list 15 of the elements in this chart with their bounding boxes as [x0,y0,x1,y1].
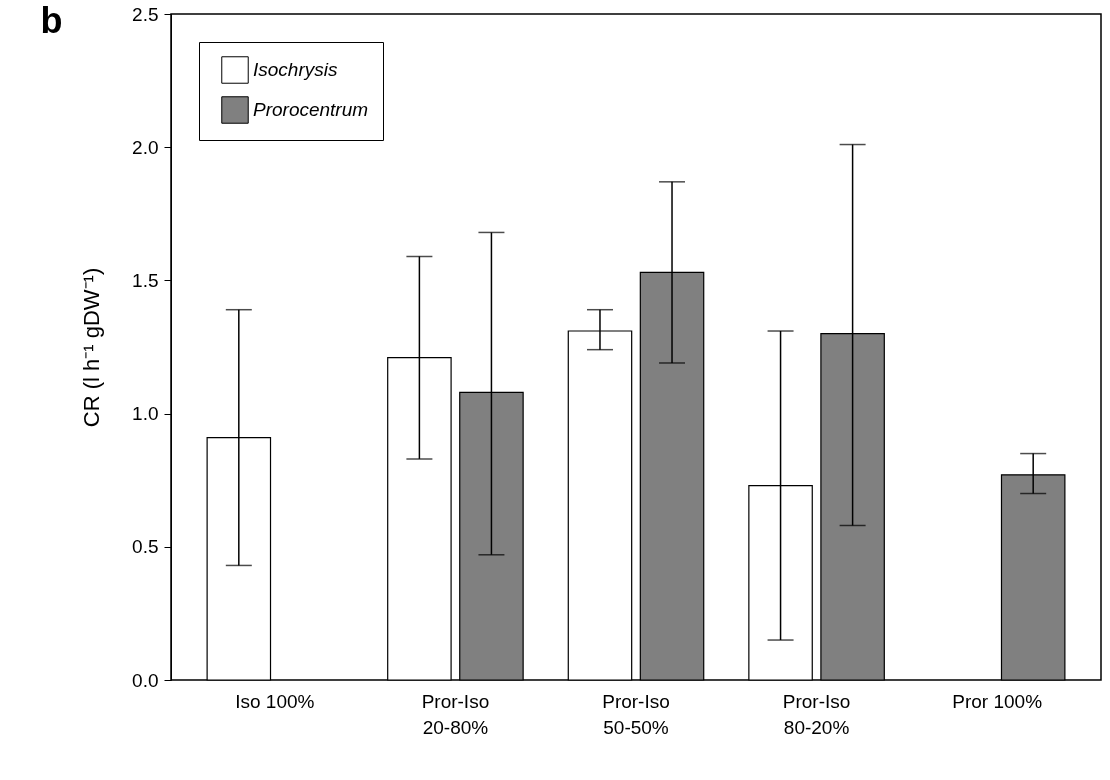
y-tick-label: 0.5 [132,536,159,558]
y-tick-label: 1.5 [132,269,159,291]
y-tick-label: 1.0 [132,403,159,425]
y-tick-label: 2.0 [132,136,159,158]
x-tick-label: Pror-Iso 20-80% [421,690,490,738]
legend-label: Isochrysis [253,59,338,80]
x-tick-label: Pror-Iso 80-20% [782,690,851,738]
y-tick-label: 2.5 [132,3,159,25]
x-tick-label: Pror 100% [952,690,1043,712]
x-tick-label: Pror-Iso 50-50% [602,690,670,738]
y-tick-label: 0.0 [132,669,159,691]
y-axis-title: CR (l h⁻¹ gDW⁻¹) [79,267,105,428]
text: b [40,0,63,41]
x-tick-label: Iso 100% [235,690,315,712]
legend-label: Prorocentrum [253,99,369,120]
